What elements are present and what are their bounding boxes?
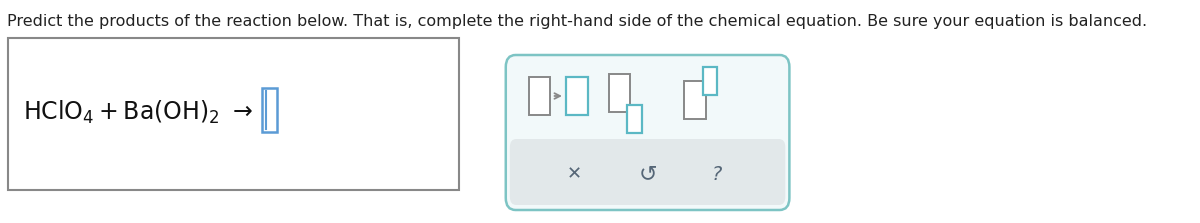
FancyBboxPatch shape	[505, 55, 790, 210]
Text: Predict the products of the reaction below. That is, complete the right-hand sid: Predict the products of the reaction bel…	[6, 14, 1147, 29]
Text: ↺: ↺	[638, 164, 656, 184]
Bar	[628, 105, 642, 133]
Bar	[610, 74, 630, 112]
Bar	[566, 77, 588, 115]
Text: ✕: ✕	[566, 165, 581, 183]
Text: $\mathsf{HClO_4 + Ba(OH)_2\ \rightarrow}$: $\mathsf{HClO_4 + Ba(OH)_2\ \rightarrow}…	[23, 98, 253, 126]
Bar	[263, 88, 277, 132]
Bar	[8, 38, 460, 190]
Bar	[529, 77, 550, 115]
Bar	[684, 81, 706, 119]
Text: ?: ?	[712, 165, 722, 184]
FancyBboxPatch shape	[510, 139, 785, 205]
Bar	[702, 67, 718, 95]
